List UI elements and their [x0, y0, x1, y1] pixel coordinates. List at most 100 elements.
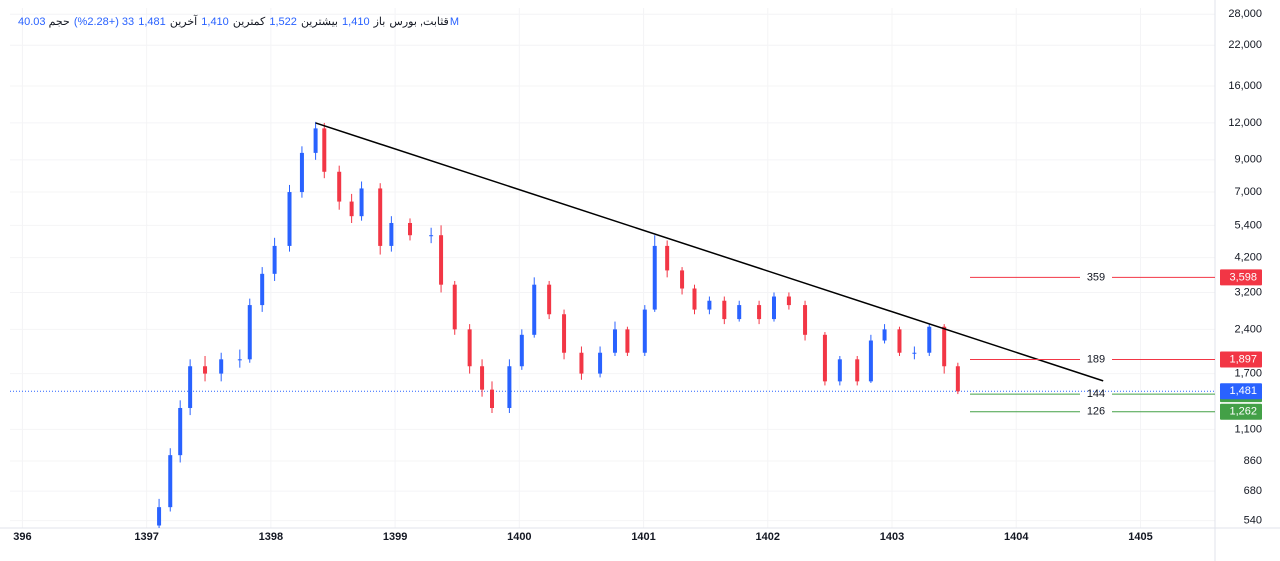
y-tick-label: 3,200	[1234, 286, 1262, 298]
level-note: 359	[1087, 271, 1105, 283]
candle-body	[337, 171, 342, 202]
x-tick-label: 1397	[134, 531, 158, 543]
candle-body	[612, 329, 617, 353]
x-tick-label: 1403	[880, 531, 904, 543]
symbol: قثابت, بورس	[389, 16, 449, 28]
candle-body	[927, 326, 932, 353]
candle-body	[757, 305, 762, 320]
x-tick-label: 1399	[383, 531, 407, 543]
candle-body	[803, 305, 808, 335]
x-tick-label: 396	[13, 531, 31, 543]
candle-body	[188, 366, 193, 408]
candle-body	[507, 366, 512, 408]
candle-body	[786, 296, 791, 306]
y-tick-label: 12,000	[1228, 117, 1262, 129]
y-tick-label: 2,400	[1234, 323, 1262, 335]
candle-body	[287, 192, 292, 246]
price-label: 1,262	[1229, 406, 1257, 418]
x-tick-label: 1400	[507, 531, 531, 543]
field-label: آخرین	[169, 16, 198, 28]
candle-body	[359, 188, 364, 217]
x-tick-label: 1401	[631, 531, 655, 543]
y-tick-label: 16,000	[1228, 80, 1262, 92]
candle-body	[665, 245, 670, 271]
candle-body	[579, 352, 584, 374]
candle-body	[837, 359, 842, 382]
candle-body	[299, 152, 304, 193]
candle-body	[467, 329, 472, 367]
candle-body	[598, 352, 603, 374]
candle-body	[408, 222, 413, 236]
candle-body	[737, 305, 742, 320]
price-label-box	[1220, 351, 1262, 368]
candle-body	[439, 235, 444, 285]
volume: 40.03M	[18, 16, 459, 28]
candle-body	[322, 128, 327, 172]
candle-body	[168, 455, 173, 508]
y-tick-label: 5,400	[1234, 219, 1262, 231]
price-label: 1,897	[1229, 353, 1257, 365]
candle-body	[942, 326, 947, 367]
field-value: 1,410	[342, 16, 370, 28]
candle-body	[313, 128, 318, 153]
price-label: 3,598	[1229, 271, 1257, 283]
field-label: بیشترین	[300, 16, 338, 28]
candle-body	[642, 309, 647, 353]
candle-body	[707, 300, 712, 310]
y-tick-label: 1,100	[1234, 423, 1262, 435]
candle-body	[771, 296, 776, 320]
level-note: 189	[1087, 353, 1105, 365]
candle-body	[237, 359, 242, 361]
candle-body	[680, 270, 685, 289]
y-tick-label: 1,700	[1234, 367, 1262, 379]
candle-body	[625, 329, 630, 353]
price-label-box	[1220, 383, 1262, 400]
header: قثابت, بورس باز 1,410 بیشترین 1,522 کمتر…	[18, 15, 460, 28]
field-value: 1,410	[201, 16, 229, 28]
y-tick-label: 860	[1244, 455, 1262, 467]
x-tick-label: 1398	[259, 531, 283, 543]
candle-body	[429, 235, 434, 237]
candle-body	[389, 222, 394, 246]
candle-body	[480, 366, 485, 390]
level-note: 144	[1087, 388, 1105, 400]
candle-body	[260, 273, 265, 306]
field-value: 1,522	[269, 16, 297, 28]
candle-body	[378, 188, 383, 246]
y-tick-label: 22,000	[1228, 39, 1262, 51]
candle-body	[157, 507, 162, 526]
candle-body	[897, 329, 902, 353]
candle-body	[178, 407, 183, 456]
change: 33 (+2.28%)	[73, 16, 135, 28]
candle-body	[652, 245, 657, 310]
y-tick-label: 9,000	[1234, 154, 1262, 166]
candle-body	[519, 334, 524, 367]
candle-body	[562, 314, 567, 353]
volume-label: حجم	[48, 16, 70, 28]
candle-body	[203, 366, 208, 374]
candle-body	[452, 284, 457, 330]
field-label: باز	[373, 16, 386, 28]
field-value: 1,481	[138, 16, 166, 28]
candle-body	[882, 329, 887, 341]
price-label: 1,481	[1229, 385, 1257, 397]
candle-body	[955, 366, 960, 392]
level-note: 126	[1087, 406, 1105, 418]
candle-body	[722, 300, 727, 320]
y-tick-label: 4,200	[1234, 251, 1262, 263]
price-label-box	[1220, 269, 1262, 286]
candle-body	[247, 305, 252, 360]
candle-body	[822, 334, 827, 382]
candle-body	[868, 340, 873, 382]
candle-body	[855, 359, 860, 382]
x-tick-label: 1404	[1004, 531, 1029, 543]
y-tick-label: 680	[1244, 485, 1262, 497]
candle-body	[490, 389, 494, 408]
candle-body	[219, 359, 224, 374]
candle-body	[912, 352, 917, 354]
price-label-box	[1220, 403, 1262, 420]
candle-body	[532, 284, 537, 335]
